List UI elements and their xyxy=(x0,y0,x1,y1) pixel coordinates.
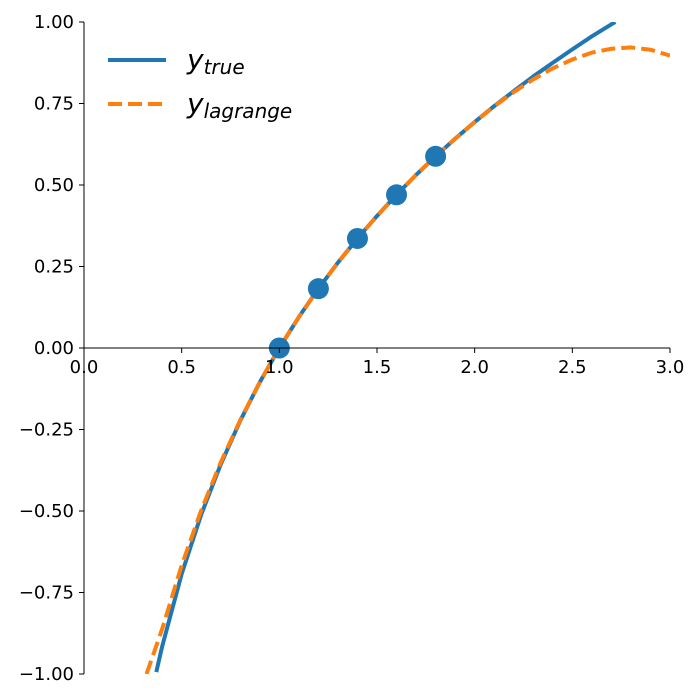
legend-label-subscript: true xyxy=(204,55,245,79)
legend-label-base: y xyxy=(186,43,204,76)
y-tick-label: −0.75 xyxy=(19,583,74,604)
x-tick-label: 2.0 xyxy=(460,357,489,378)
plot-area xyxy=(144,22,670,674)
x-tick-label: 1.0 xyxy=(265,357,294,378)
data-point xyxy=(386,184,408,206)
legend-label-true: ytrue xyxy=(186,43,245,79)
x-tick-label: 3.0 xyxy=(656,357,685,378)
data-point xyxy=(346,227,368,249)
x-tick-label: 0.5 xyxy=(167,357,196,378)
legend-label-base: y xyxy=(186,87,204,120)
y-tick-label: −0.50 xyxy=(19,501,74,522)
y-tick-label: −0.25 xyxy=(19,420,74,441)
legend-label-subscript: lagrange xyxy=(204,99,293,123)
legend-label-lagrange: ylagrange xyxy=(186,87,292,123)
series-line-lagrange xyxy=(144,45,670,674)
y-tick-label: 0.50 xyxy=(34,175,74,196)
x-tick-label: 0.0 xyxy=(70,357,99,378)
y-tick-label: −1.00 xyxy=(19,664,74,685)
data-point xyxy=(307,278,329,300)
data-point xyxy=(425,145,447,167)
x-tick-label: 1.5 xyxy=(363,357,392,378)
y-tick-label: 1.00 xyxy=(34,12,74,33)
y-tick-label: 0.00 xyxy=(34,338,74,359)
y-tick-label: 0.75 xyxy=(34,94,74,115)
y-tick-label: 0.25 xyxy=(34,257,74,278)
axes: 0.0 0.5 1.0 1.5 2.0 2.5 3.0 −1.00 −0.75 −0.50 −0.2… xyxy=(19,12,684,685)
x-tick-label: 2.5 xyxy=(558,357,587,378)
